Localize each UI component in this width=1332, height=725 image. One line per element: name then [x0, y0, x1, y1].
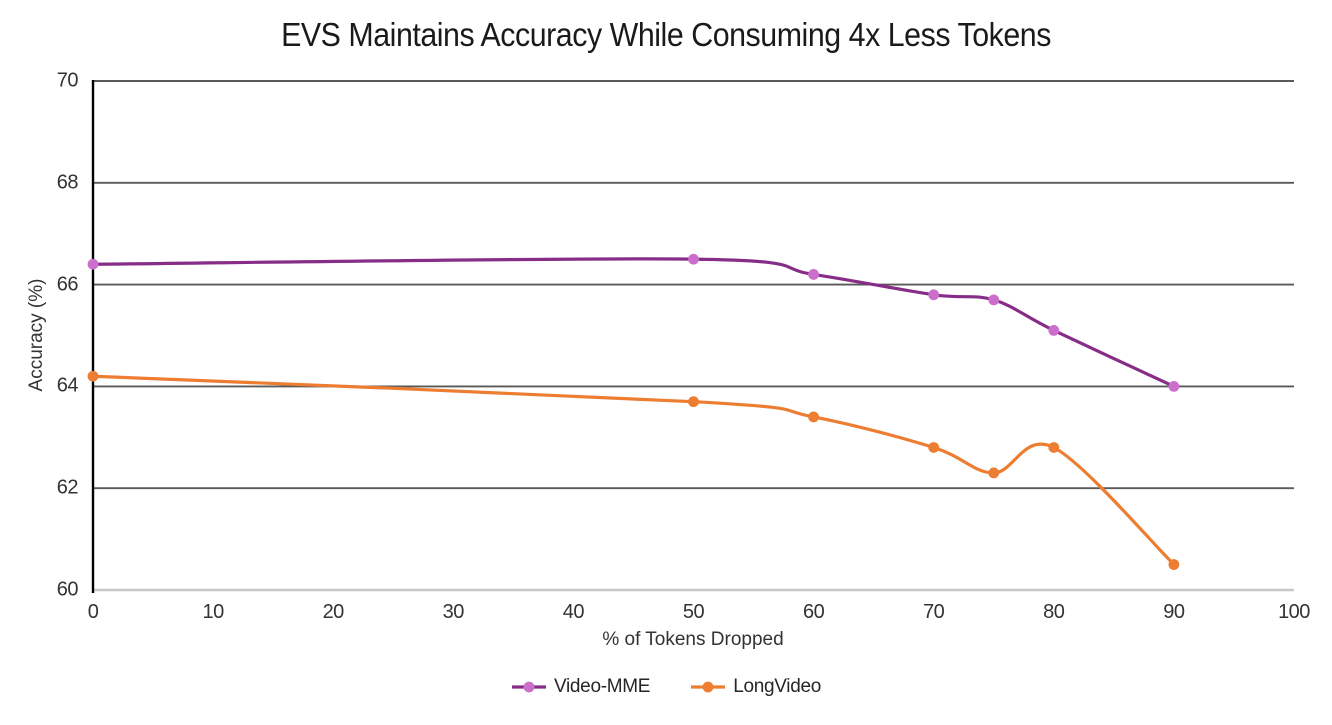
legend-marker-icon [511, 681, 546, 693]
x-tick-label: 40 [562, 601, 585, 623]
x-tick-label: 30 [442, 601, 465, 623]
data-point-longvideo-0 [87, 370, 99, 382]
data-point-longvideo-60 [808, 411, 819, 423]
y-tick-label: 64 [56, 374, 79, 397]
y-tick-label: 62 [56, 476, 79, 499]
data-point-video-mme-90 [1168, 381, 1180, 392]
x-tick-label: 100 [1278, 601, 1310, 623]
data-point-longvideo-50 [688, 396, 699, 408]
data-point-longvideo-75 [988, 467, 1000, 479]
y-tick-label: 66 [56, 273, 79, 296]
y-tick-label: 68 [56, 171, 79, 194]
legend-item-video-mme: Video-MME [511, 676, 650, 698]
legend-item-longvideo: LongVideo [690, 676, 821, 698]
x-tick-label: 20 [322, 601, 345, 623]
x-tick-label: 60 [802, 601, 825, 623]
x-axis-title: % of Tokens Dropped [602, 629, 784, 650]
chart-title: EVS Maintains Accuracy While Consuming 4… [281, 16, 1051, 53]
legend-label: Video-MME [553, 676, 651, 697]
y-axis-title: Accuracy (%) [26, 278, 47, 392]
x-tick-label: 0 [87, 601, 99, 623]
x-tick-label: 70 [923, 601, 945, 623]
data-point-video-mme-0 [87, 258, 99, 270]
x-tick-label: 50 [682, 601, 705, 623]
data-point-video-mme-75 [988, 294, 1000, 306]
data-point-longvideo-90 [1168, 559, 1180, 570]
data-point-longvideo-80 [1048, 442, 1060, 453]
x-tick-label: 10 [202, 601, 224, 623]
data-point-video-mme-70 [928, 289, 940, 301]
series-line-video-mme [91, 257, 1176, 388]
series-line-longvideo [91, 374, 1176, 567]
data-point-video-mme-80 [1048, 325, 1060, 336]
y-tick-label: 70 [56, 69, 79, 92]
data-point-video-mme-50 [688, 253, 699, 265]
data-point-video-mme-60 [808, 269, 819, 280]
legend-label: LongVideo [733, 676, 822, 697]
data-point-longvideo-70 [928, 442, 940, 453]
legend-marker-icon [691, 681, 726, 693]
x-tick-label: 80 [1043, 601, 1065, 623]
chart-legend: Video-MME LongVideo [0, 676, 1332, 698]
x-tick-label: 90 [1163, 601, 1185, 623]
y-tick-label: 60 [56, 578, 79, 601]
